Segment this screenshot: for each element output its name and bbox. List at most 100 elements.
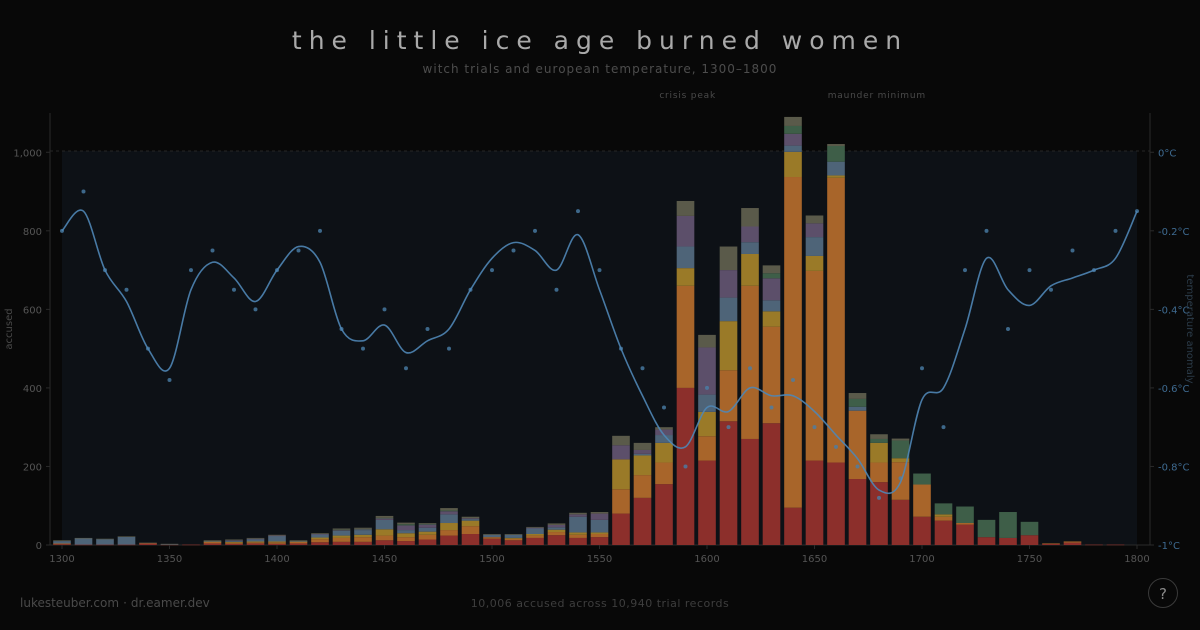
bar-segment	[526, 526, 544, 528]
temperature-point	[597, 268, 602, 273]
credit-link-dreamer[interactable]: dr.eamer.dev	[130, 596, 210, 610]
temperature-point	[425, 327, 430, 331]
bar-segment	[784, 133, 802, 146]
bar-segment	[633, 475, 652, 498]
bar-segment	[805, 270, 824, 461]
y-axis-label: accused	[4, 308, 15, 349]
bar-segment	[332, 537, 351, 542]
temperature-point	[361, 346, 365, 351]
temperature-point	[554, 287, 559, 292]
bar-segment	[848, 410, 867, 480]
bar-segment	[225, 539, 243, 541]
bar-segment	[547, 524, 566, 528]
bar-segment	[53, 543, 71, 545]
bar-segment	[1063, 541, 1082, 543]
x-tick-label: 1400	[264, 554, 289, 565]
x-tick-label: 1750	[1017, 554, 1042, 565]
bar-segment	[504, 534, 523, 538]
chart-subtitle: witch trials and european temperature, 1…	[422, 62, 778, 76]
x-tick-label: 1500	[479, 554, 504, 565]
temperature-point	[232, 287, 236, 292]
bar-segment	[805, 223, 824, 238]
bar-segment	[913, 473, 931, 485]
temperature-point	[941, 425, 946, 430]
x-tick-label: 1600	[694, 554, 719, 565]
bar-segment	[53, 544, 71, 545]
bar-segment	[246, 539, 265, 542]
bar-segment	[848, 398, 867, 407]
bar-segment	[719, 270, 738, 298]
bar-segment	[375, 518, 394, 520]
temperature-point	[576, 209, 580, 214]
temperature-point	[253, 307, 258, 312]
annotation-label: crisis peak	[659, 91, 716, 101]
temperature-point	[640, 366, 645, 371]
bar-segment	[375, 515, 394, 518]
bar-segment	[268, 534, 286, 536]
x-tick-label: 1800	[1124, 554, 1149, 565]
bar-segment	[913, 484, 931, 517]
bar-segment	[354, 541, 372, 545]
temperature-point	[490, 268, 494, 273]
x-tick-label: 1450	[372, 554, 397, 565]
bar-segment	[96, 544, 114, 546]
bar-segment	[225, 542, 243, 544]
bar-segment	[784, 151, 802, 178]
temperature-point	[124, 287, 129, 292]
bar-segment	[741, 208, 759, 227]
bar-segment	[633, 455, 652, 476]
bar-segment	[655, 429, 673, 436]
bar-segment	[375, 535, 394, 541]
bar-segment	[203, 541, 222, 542]
bar-segment	[891, 499, 910, 545]
x-tick-label: 1650	[802, 554, 827, 565]
bar-segment	[526, 527, 544, 529]
bar-segment	[719, 297, 738, 322]
bar-segment	[612, 445, 630, 460]
cold-band	[62, 151, 1137, 545]
annotations: crisis peak maunder minimum	[659, 91, 925, 101]
bar-segment	[225, 540, 243, 542]
bar-segment	[848, 479, 867, 545]
bar-segment	[332, 535, 351, 538]
bar-segment	[1042, 543, 1060, 545]
bar-segment	[827, 145, 845, 162]
bar-segment	[504, 537, 523, 539]
bar-segment	[633, 449, 652, 454]
bar-segment	[461, 534, 480, 545]
bar-segment	[246, 541, 265, 543]
bar-segment	[547, 535, 566, 545]
bar-segment	[504, 534, 523, 535]
bar-segment	[827, 144, 845, 146]
bar-segment	[203, 543, 222, 545]
bar-segment	[762, 423, 781, 545]
temperature-point	[447, 346, 451, 351]
bar-segment	[719, 421, 738, 545]
bar-segment	[870, 442, 888, 463]
bar-segment	[676, 285, 695, 388]
bar-segment	[827, 161, 845, 176]
help-button[interactable]: ?	[1148, 578, 1178, 608]
bar-segment	[268, 542, 286, 544]
bar-segment	[741, 438, 759, 545]
bar-segment	[719, 246, 738, 271]
credit-link-lukesteuber[interactable]: lukesteuber.com	[20, 596, 120, 610]
y2-tick-label: -0.8°C	[1158, 462, 1190, 473]
bar-segment	[332, 530, 351, 531]
bar-segment	[160, 543, 179, 545]
bar-segment	[1106, 544, 1125, 546]
bar-segment	[461, 520, 480, 527]
bar-segment	[311, 542, 329, 545]
bar-segment	[870, 434, 888, 439]
footer-credits: lukesteuber.com · dr.eamer.dev	[20, 596, 210, 610]
temperature-point	[683, 464, 688, 469]
bar-segment	[526, 537, 544, 545]
bar-segment	[999, 512, 1017, 538]
bar-segment	[547, 532, 566, 536]
bar-segment	[633, 442, 652, 450]
bar-segment	[397, 533, 415, 538]
bar-segment	[225, 540, 243, 541]
chart-title: the little ice age burned women	[291, 26, 909, 55]
bar-segment	[784, 116, 802, 126]
